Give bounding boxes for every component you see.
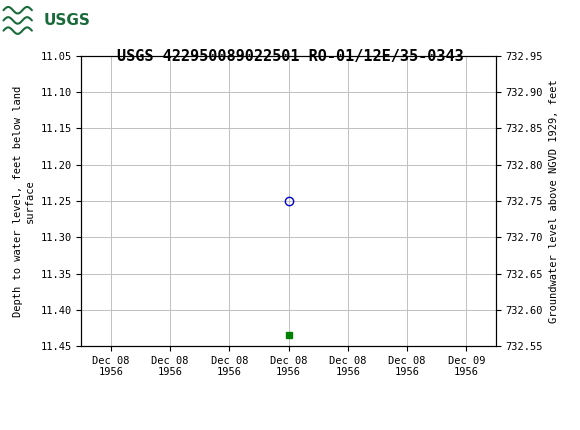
Y-axis label: Depth to water level, feet below land
surface: Depth to water level, feet below land su…	[13, 86, 35, 316]
Y-axis label: Groundwater level above NGVD 1929, feet: Groundwater level above NGVD 1929, feet	[549, 79, 559, 323]
Text: USGS 422950089022501 RO-01/12E/35-0343: USGS 422950089022501 RO-01/12E/35-0343	[117, 49, 463, 64]
Text: USGS: USGS	[44, 13, 90, 28]
Legend: Period of approved data: Period of approved data	[198, 428, 379, 430]
FancyBboxPatch shape	[3, 3, 70, 37]
